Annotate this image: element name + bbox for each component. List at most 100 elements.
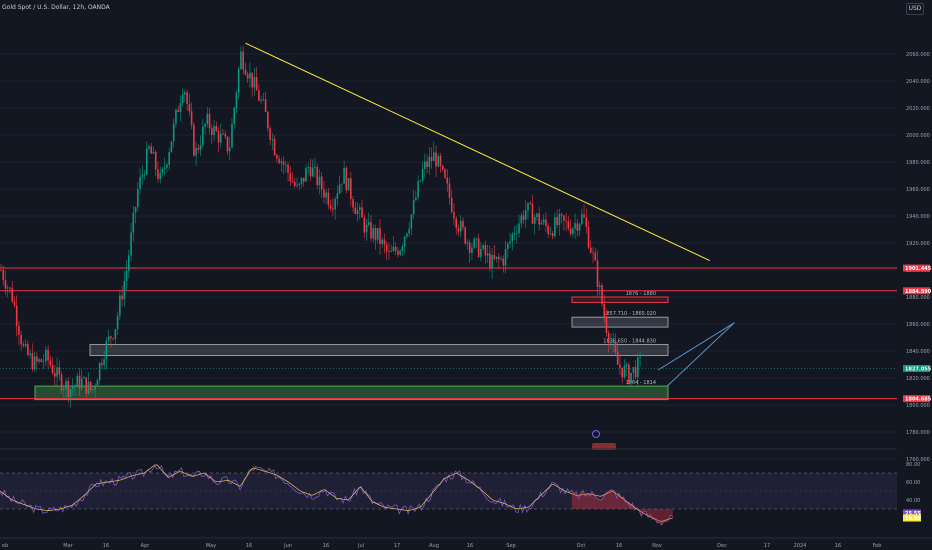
candle-body (6, 287, 9, 289)
candle-body (589, 247, 592, 253)
x-tick-label: 16 (835, 543, 841, 549)
candle-body (235, 92, 238, 109)
candle-body (67, 381, 70, 397)
candle-body (540, 222, 543, 225)
y-tick-label: 1840.000 (906, 349, 930, 355)
candle-body (630, 372, 632, 384)
candle-body (253, 77, 256, 88)
candle-body (603, 304, 606, 317)
candle-body (347, 178, 350, 191)
candle-body (619, 364, 621, 368)
x-tick-label: Nov (652, 543, 662, 549)
x-tick-label: 16 (103, 543, 109, 549)
candle-body (332, 208, 334, 210)
candle-body (419, 180, 422, 182)
rsi-pane (0, 448, 932, 526)
candle-body (569, 228, 572, 234)
candle-body (511, 234, 514, 242)
candle-body (60, 374, 63, 391)
candle-body (372, 228, 375, 239)
zones: 1876 - 1880 1857.710 - 1865.020 1836.650 -… (34, 291, 669, 401)
candle-body (477, 238, 480, 257)
candle-body (504, 249, 507, 266)
currency-button[interactable]: USD (906, 3, 924, 15)
y-tick-label: 1940.000 (906, 214, 930, 220)
candle-body (206, 113, 209, 124)
candle-body (612, 341, 615, 343)
rsi-tick-label: 60.00 (906, 480, 920, 486)
x-tick-label: Jul (357, 543, 364, 549)
candle-body (475, 238, 478, 240)
candle-body (574, 223, 576, 229)
candle-body (379, 227, 381, 244)
zone-label: 1876 - 1880 (626, 291, 656, 297)
candle-body (0, 270, 2, 271)
candle-body (334, 199, 336, 210)
candle-body (20, 335, 22, 345)
candle-body (522, 215, 525, 220)
candle-body (87, 381, 90, 394)
candle-body (493, 254, 496, 259)
candle-body (361, 207, 363, 218)
candle-body (637, 357, 639, 378)
candle-body (287, 164, 289, 173)
rsi-ma-line (0, 464, 673, 522)
candle-body (145, 148, 148, 175)
zone-box (571, 296, 669, 303)
candle-body (592, 252, 594, 254)
candle-body (80, 378, 83, 389)
candle-body (547, 225, 549, 234)
candle-body (193, 124, 195, 156)
candle-body (58, 367, 61, 375)
candle-body (388, 251, 390, 253)
candle-body (161, 169, 164, 173)
candle-body (40, 359, 43, 362)
candle-body (538, 213, 540, 225)
candle-body (101, 363, 103, 365)
x-tick-label: Feb (873, 543, 882, 549)
candle-body (489, 253, 491, 269)
candle-body (567, 221, 570, 229)
x-tick-label: eb (2, 543, 8, 549)
candle-body (237, 68, 240, 93)
candle-body (576, 223, 579, 231)
candle-body (628, 364, 630, 384)
candle-body (410, 214, 413, 229)
candle-body (141, 174, 144, 177)
candle-body (563, 215, 565, 221)
candle-body (329, 205, 332, 209)
candle-body (260, 99, 262, 101)
candle-body (518, 223, 520, 234)
candle-body (74, 385, 76, 388)
candle-body (520, 215, 523, 224)
candle-body (515, 233, 518, 234)
y-tick-label: 2040.000 (906, 79, 930, 85)
candle-body (33, 356, 36, 370)
candle-body (403, 236, 406, 247)
candle-body (226, 136, 229, 152)
zone-label: 1836.650 - 1844.830 (603, 338, 656, 344)
candle-body (24, 344, 27, 346)
candle-body (473, 239, 475, 248)
candle-body (15, 305, 18, 326)
candle-body (616, 352, 619, 365)
candle-body (450, 197, 453, 212)
candle-body (298, 183, 301, 185)
candle-body (464, 227, 466, 244)
candle-body (356, 209, 359, 215)
x-tick-label: Jun (283, 543, 292, 549)
candle-body (293, 181, 296, 186)
candle-body (18, 325, 20, 336)
candle-body (143, 174, 146, 175)
candle-body (583, 214, 585, 218)
rsi-value-badge (903, 509, 921, 517)
candle-body (448, 183, 451, 198)
candle-body (96, 380, 99, 387)
candle-body (484, 245, 487, 256)
y-tick-label: 1880.000 (906, 295, 930, 301)
candle-body (4, 280, 7, 289)
candle-body (9, 287, 11, 289)
level-badge (903, 287, 930, 295)
candle-body (224, 134, 227, 137)
